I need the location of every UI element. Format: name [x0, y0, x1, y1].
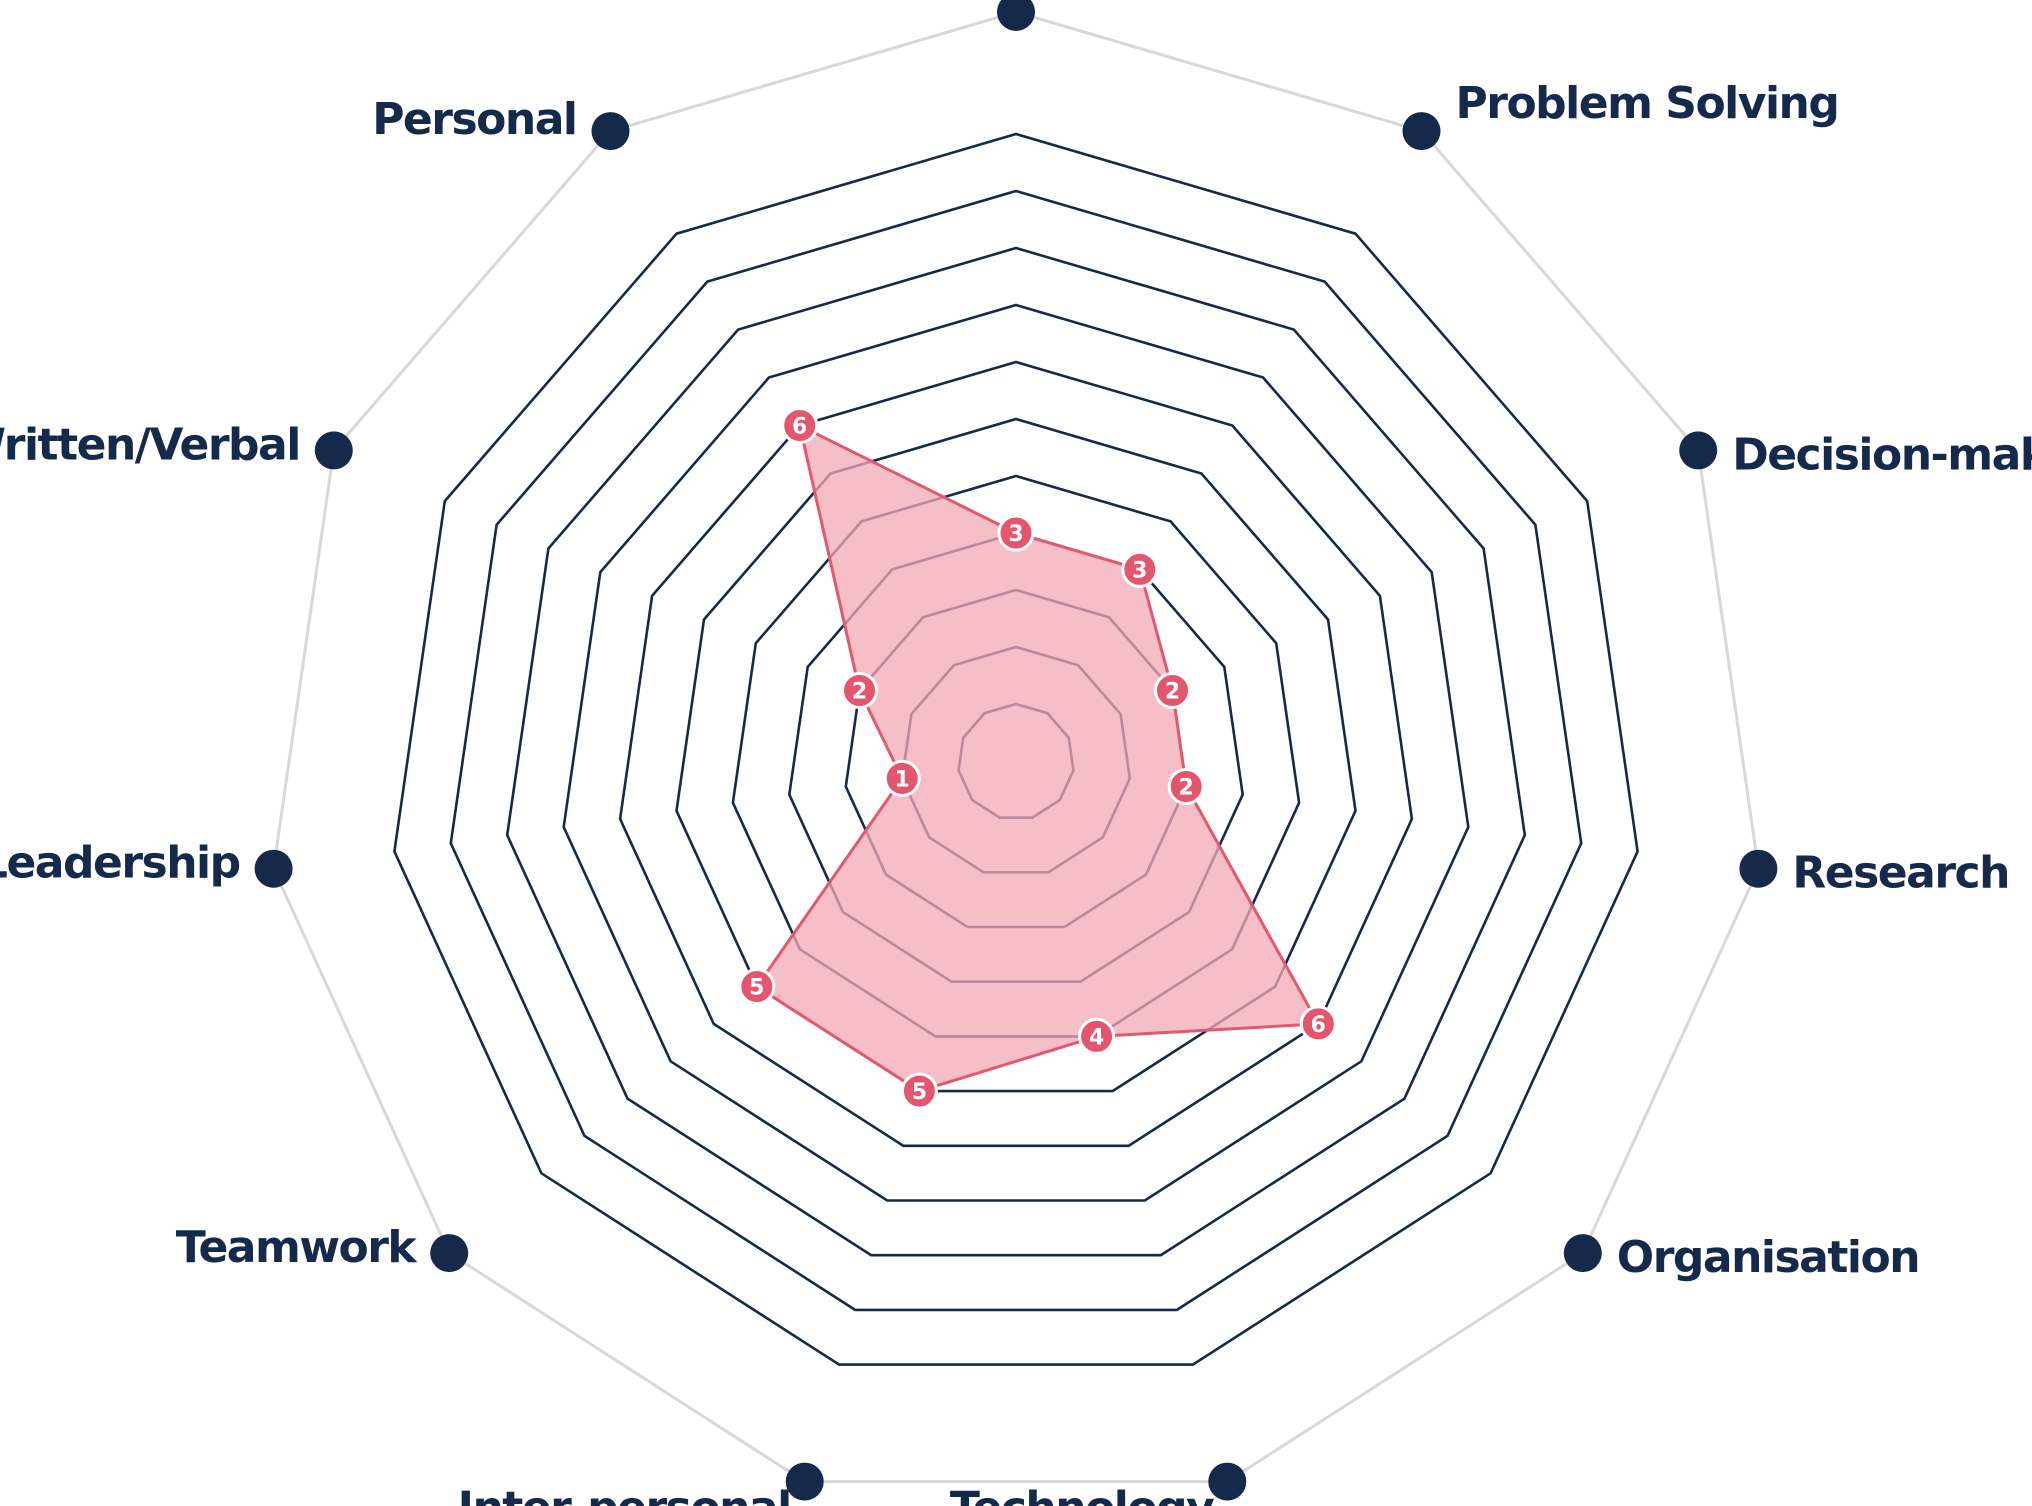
data-point-marker — [883, 759, 921, 797]
axis-label-organisation: Organisation — [1617, 1232, 1919, 1283]
data-point-marker — [781, 407, 819, 444]
axis-label-teamwork: Teamwork — [176, 1222, 419, 1273]
axis-label-inter-personal: Inter-personal — [458, 1483, 791, 1506]
data-point-leadership: 1 — [883, 759, 921, 797]
axis-marker-analysis — [997, 0, 1035, 31]
axis-marker-decision-making — [1679, 431, 1718, 470]
axis-marker-problem-solving — [1402, 112, 1441, 151]
data-point-marker — [1299, 1005, 1337, 1043]
data-label: 6 — [792, 415, 807, 440]
data-label: 5 — [749, 976, 764, 1001]
axis-marker-technology — [1208, 1462, 1247, 1501]
data-point-marker — [1078, 1017, 1116, 1055]
data-point-marker — [1154, 672, 1191, 709]
ring-level-8 — [505, 246, 1527, 1257]
axis-marker-inter-personal — [785, 1462, 824, 1501]
axis-label-written-verbal: Written/Verbal — [0, 419, 300, 470]
data-label: 4 — [1089, 1025, 1104, 1050]
data-point-marker — [1167, 768, 1205, 805]
data-point-written-verbal: 2 — [841, 672, 878, 709]
data-label: 2 — [852, 680, 867, 705]
data-label: 3 — [1008, 522, 1023, 547]
ring-level-7 — [562, 303, 1470, 1202]
data-label: 1 — [895, 767, 910, 792]
data-point-marker — [738, 968, 776, 1006]
data-point-problem-solving: 3 — [1121, 550, 1159, 588]
ring-level-9 — [449, 189, 1583, 1312]
data-point-research: 2 — [1167, 768, 1205, 805]
axis-label-technology: Technology — [950, 1483, 1214, 1506]
data-label: 3 — [1132, 558, 1147, 583]
axis-marker-teamwork — [430, 1234, 469, 1273]
data-point-marker — [1121, 550, 1159, 588]
axis-label-problem-solving: Problem Solving — [1456, 78, 1839, 129]
axis-label-personal: Personal — [372, 94, 576, 145]
axis-label-decision-making: Decision-making — [1732, 429, 2032, 480]
data-point-analysis: 3 — [997, 514, 1035, 552]
radar-spokes — [272, 10, 1760, 1484]
data-point-marker — [900, 1072, 938, 1110]
ring-level-10 — [393, 132, 1639, 1366]
ring-level-5 — [675, 417, 1357, 1093]
data-point-inter-personal: 5 — [900, 1072, 938, 1110]
data-point-organisation: 6 — [1299, 1005, 1337, 1043]
outer-spoke-ring — [272, 10, 1760, 1484]
axis-marker-leadership — [254, 849, 293, 888]
axis-marker-organisation — [1563, 1234, 1602, 1273]
data-point-personal: 6 — [781, 407, 819, 444]
axis-label-research: Research — [1792, 848, 2009, 899]
axis-label-leadership: Leadership — [0, 838, 240, 889]
axis-marker-personal — [591, 112, 630, 151]
data-label: 2 — [1179, 776, 1194, 801]
data-label: 5 — [912, 1080, 927, 1105]
series-points: 3 3 2 2 6 4 5 5 1 2 6 — [738, 407, 1337, 1110]
series-0-area — [755, 424, 1320, 1093]
data-label: 6 — [1311, 1013, 1326, 1038]
data-point-marker — [997, 514, 1035, 552]
axis-marker-research — [1739, 849, 1778, 888]
data-point-marker — [841, 672, 878, 709]
axis-markers — [254, 0, 1778, 1501]
data-label: 2 — [1165, 680, 1180, 705]
ring-level-6 — [618, 360, 1414, 1148]
axis-marker-written-verbal — [314, 431, 353, 470]
series-area — [755, 424, 1320, 1093]
data-point-technology: 4 — [1078, 1017, 1116, 1055]
data-point-teamwork: 5 — [738, 968, 776, 1006]
data-point-decision-making: 2 — [1154, 672, 1191, 709]
